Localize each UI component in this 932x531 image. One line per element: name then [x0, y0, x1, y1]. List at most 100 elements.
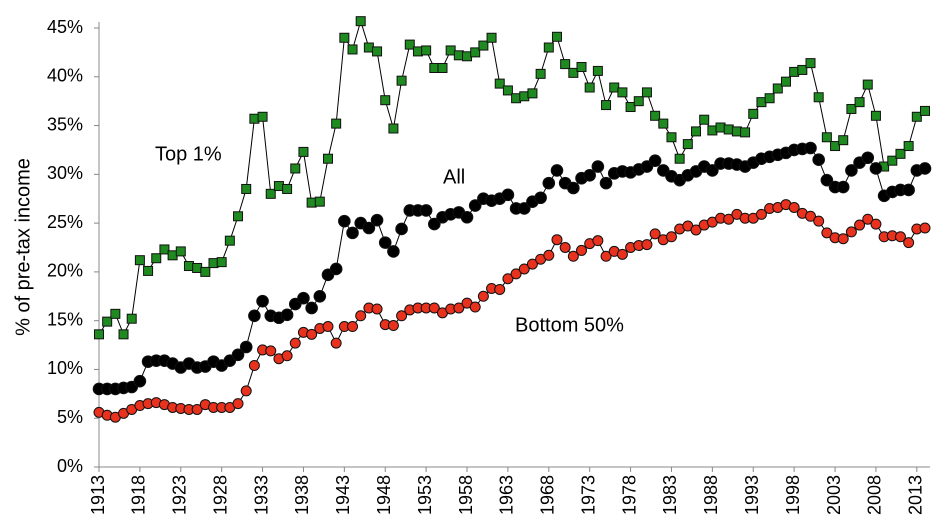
marker — [511, 93, 522, 104]
marker — [331, 118, 342, 129]
marker — [239, 340, 253, 354]
marker — [143, 265, 154, 276]
y-tick-label: 35% — [47, 114, 83, 134]
x-tick-label: 1983 — [660, 475, 680, 515]
marker — [380, 95, 391, 106]
marker — [102, 316, 113, 327]
x-tick-label: 1993 — [742, 475, 762, 515]
marker — [241, 183, 252, 194]
marker — [674, 153, 685, 164]
marker — [837, 233, 849, 245]
marker — [600, 250, 612, 262]
marker — [903, 237, 915, 249]
marker — [183, 261, 194, 272]
y-tick-label: 40% — [47, 66, 83, 86]
marker — [789, 66, 800, 77]
y-tick-label: 5% — [57, 407, 83, 427]
marker — [583, 169, 596, 182]
marker — [821, 227, 833, 239]
marker — [919, 222, 931, 234]
series-line — [98, 204, 926, 418]
marker — [502, 85, 513, 96]
series-label: Top 1% — [155, 143, 222, 165]
marker — [494, 283, 506, 295]
marker — [501, 188, 515, 202]
marker — [404, 39, 415, 50]
marker — [658, 118, 669, 129]
x-tick-label: 1998 — [783, 475, 803, 515]
marker — [756, 97, 767, 108]
marker — [338, 214, 351, 228]
marker — [617, 87, 628, 98]
marker — [502, 273, 514, 285]
marker — [650, 110, 661, 121]
marker — [346, 226, 359, 240]
y-axis-label: % of pre-tax income — [12, 158, 34, 336]
marker — [395, 222, 408, 236]
x-tick-label: 2013 — [906, 475, 926, 515]
x-tick-label: 1973 — [578, 475, 598, 515]
marker — [870, 110, 881, 121]
marker — [838, 135, 849, 146]
marker — [468, 199, 482, 212]
marker — [911, 111, 922, 122]
marker — [231, 348, 245, 362]
marker — [240, 385, 252, 397]
marker — [322, 321, 334, 333]
x-tick-label: 1933 — [251, 475, 271, 515]
marker — [788, 202, 800, 214]
marker — [133, 374, 147, 388]
marker — [567, 250, 579, 262]
marker — [592, 235, 604, 247]
x-tick-label: 1953 — [415, 475, 435, 515]
marker — [601, 100, 612, 111]
x-tick-label: 1923 — [170, 475, 190, 515]
x-tick-label: 1938 — [292, 475, 312, 515]
marker — [797, 64, 808, 75]
marker — [486, 32, 497, 43]
marker — [421, 45, 432, 56]
marker — [780, 76, 791, 87]
marker — [134, 255, 145, 266]
marker — [633, 96, 644, 107]
marker — [428, 217, 441, 231]
marker — [519, 91, 530, 102]
marker — [280, 308, 294, 322]
x-tick-label: 1968 — [538, 475, 558, 515]
marker — [560, 59, 571, 70]
marker — [265, 345, 277, 357]
marker — [609, 82, 620, 93]
marker — [297, 291, 310, 305]
marker — [682, 139, 693, 150]
marker — [453, 50, 464, 61]
marker — [437, 62, 448, 73]
marker — [233, 211, 244, 222]
marker — [518, 263, 530, 275]
marker — [355, 310, 367, 322]
marker — [854, 219, 866, 231]
marker — [707, 125, 718, 136]
marker — [94, 329, 104, 340]
marker — [748, 108, 759, 119]
x-tick-label: 1928 — [210, 475, 230, 515]
marker — [216, 257, 227, 268]
marker — [372, 46, 383, 57]
marker — [126, 313, 137, 324]
marker — [249, 113, 260, 124]
marker — [887, 155, 898, 166]
marker — [821, 132, 832, 143]
marker — [550, 164, 564, 177]
y-tick-label: 10% — [47, 358, 83, 378]
y-tick-label: 30% — [47, 163, 83, 183]
marker — [322, 153, 333, 164]
y-tick-label: 15% — [47, 309, 83, 329]
marker — [706, 164, 719, 177]
marker — [224, 235, 235, 246]
marker — [591, 160, 605, 173]
marker — [347, 44, 358, 55]
x-tick-label: 2008 — [865, 475, 885, 515]
marker — [731, 126, 742, 137]
marker — [396, 75, 407, 86]
x-tick-label: 1943 — [333, 475, 353, 515]
